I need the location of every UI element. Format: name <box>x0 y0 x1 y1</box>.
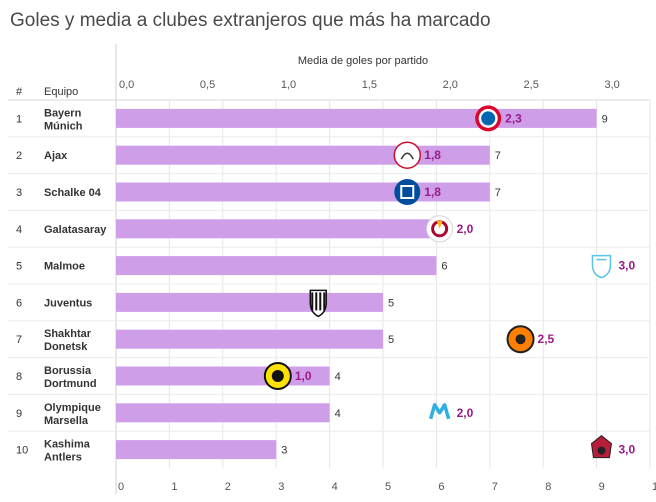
row-rank: 10 <box>16 445 28 457</box>
bottom-axis-tick-label: 0 <box>118 481 124 493</box>
top-axis-tick-label: 1,5 <box>362 79 377 91</box>
chart-title: Goles y media a clubes extranjeros que m… <box>10 10 491 31</box>
goals-bar <box>116 219 437 239</box>
row-rank: 7 <box>16 334 22 346</box>
bottom-axis-tick-label: 7 <box>492 481 498 493</box>
olympique-marseille-logo-icon <box>428 403 451 420</box>
bottom-axis-tick-label: 8 <box>545 481 551 493</box>
goals-value-label: 3 <box>281 445 287 457</box>
goals-value-label: 5 <box>388 334 394 346</box>
goals-value-label: 6 <box>441 261 447 273</box>
top-axis-tick-label: 3,0 <box>604 79 619 91</box>
row-team-name-line2: Dortmund <box>44 378 97 390</box>
schalke-04-logo-icon <box>394 179 421 205</box>
goals-bar <box>116 440 277 460</box>
grid-lines <box>8 44 651 494</box>
logo-shape <box>515 334 526 345</box>
bottom-axis-tick-label: 1 <box>171 481 177 493</box>
top-axis-tick-label: 2,0 <box>443 79 458 91</box>
labels: Media de goles por partido 0,0 0,5 1,0 1,5 2,… <box>16 55 656 493</box>
row-rank: 3 <box>16 187 22 199</box>
row-rank: 6 <box>16 297 22 309</box>
row-rank: 9 <box>16 408 22 420</box>
logo-shape <box>393 141 422 169</box>
bottom-axis-tick-label: 4 <box>332 481 338 493</box>
shakhtar-donetsk-logo-icon <box>506 325 535 354</box>
top-axis-tick-label: 0,5 <box>200 79 215 91</box>
average-value-label: 2,0 <box>457 406 474 420</box>
row-team-name: Malmoe <box>44 261 85 273</box>
average-value-label: 2,0 <box>457 222 474 236</box>
bottom-axis-tick-label: 3 <box>278 481 284 493</box>
bars <box>116 108 597 460</box>
row-team-name-line2: Antlers <box>44 452 82 464</box>
row-rank: 1 <box>16 113 22 125</box>
average-value-label: 2,3 <box>505 111 522 125</box>
top-axis-tick-label: 0,0 <box>119 79 134 91</box>
row-team-name: Schalke 04 <box>44 187 102 199</box>
average-value-label: 1,8 <box>424 148 441 162</box>
goals-bar <box>116 292 383 312</box>
logo-shape <box>402 187 413 197</box>
bayern-munich-logo-icon <box>475 105 502 132</box>
bottom-axis-tick-label: 6 <box>438 481 444 493</box>
row-team-name: Galatasaray <box>44 224 107 236</box>
juventus-logo-icon <box>309 289 328 318</box>
logo-shape <box>428 403 451 420</box>
galatasaray-logo-icon <box>426 215 454 243</box>
row-rank: 5 <box>16 261 22 273</box>
team-logos <box>263 105 612 459</box>
borussia-dortmund-logo-icon <box>263 362 292 390</box>
row-team-name-line1: Bayern <box>44 107 82 119</box>
average-value-label: 1,0 <box>295 369 312 383</box>
goals-value-label: 9 <box>602 113 608 125</box>
goals-value-label: 4 <box>335 371 341 383</box>
logo-shape <box>590 434 612 459</box>
goals-value-label: 5 <box>388 297 394 309</box>
row-team-name-line2: Múnich <box>44 120 83 132</box>
average-value-label: 3,0 <box>618 259 635 273</box>
row-team-name-line2: Marsella <box>44 415 89 427</box>
bottom-axis-tick-label: 9 <box>599 481 605 493</box>
malmo-ff-logo-icon <box>591 254 612 279</box>
kashima-antlers-logo-icon <box>590 434 612 459</box>
bottom-axis-tick-label: 10 <box>652 481 656 493</box>
row-rank: 8 <box>16 371 22 383</box>
row-team-name-line1: Borussia <box>44 365 92 377</box>
logo-shape <box>309 289 328 318</box>
row-rank: 2 <box>16 150 22 162</box>
logo-shape <box>436 220 443 229</box>
average-value-label: 3,0 <box>618 443 635 457</box>
logo-shape <box>591 254 612 279</box>
row-rank: 4 <box>16 224 22 236</box>
row-team-name: Ajax <box>44 150 68 162</box>
logo-shape <box>597 446 606 455</box>
top-axis-label: Media de goles por partido <box>298 55 428 67</box>
logo-shape <box>400 152 414 160</box>
top-axis-tick-label: 2,5 <box>524 79 539 91</box>
goals-value-label: 7 <box>495 187 501 199</box>
row-team-name-line1: Olympique <box>44 402 101 414</box>
goals-bar <box>116 403 330 423</box>
column-header-rank: # <box>16 86 23 98</box>
row-team-name-line1: Shakhtar <box>44 328 92 340</box>
bottom-axis-tick-label: 5 <box>385 481 391 493</box>
bottom-axis-tick-label: 2 <box>225 481 231 493</box>
goals-bar <box>116 108 597 128</box>
goals-value-label: 4 <box>335 408 341 420</box>
goals-bar <box>116 329 383 349</box>
logo-shape <box>271 370 284 382</box>
goals-value-label: 7 <box>495 150 501 162</box>
row-team-name-line1: Kashima <box>44 439 91 451</box>
goals-bar <box>116 256 437 276</box>
logo-shape <box>481 111 496 126</box>
row-team-name: Juventus <box>44 297 92 309</box>
ajax-logo-icon <box>393 141 422 169</box>
average-value-label: 1,8 <box>424 185 441 199</box>
column-header-team: Equipo <box>44 86 78 98</box>
top-axis-tick-label: 1,0 <box>281 79 296 91</box>
average-value-label: 2,5 <box>538 332 555 346</box>
row-team-name-line2: Donetsk <box>44 341 88 353</box>
